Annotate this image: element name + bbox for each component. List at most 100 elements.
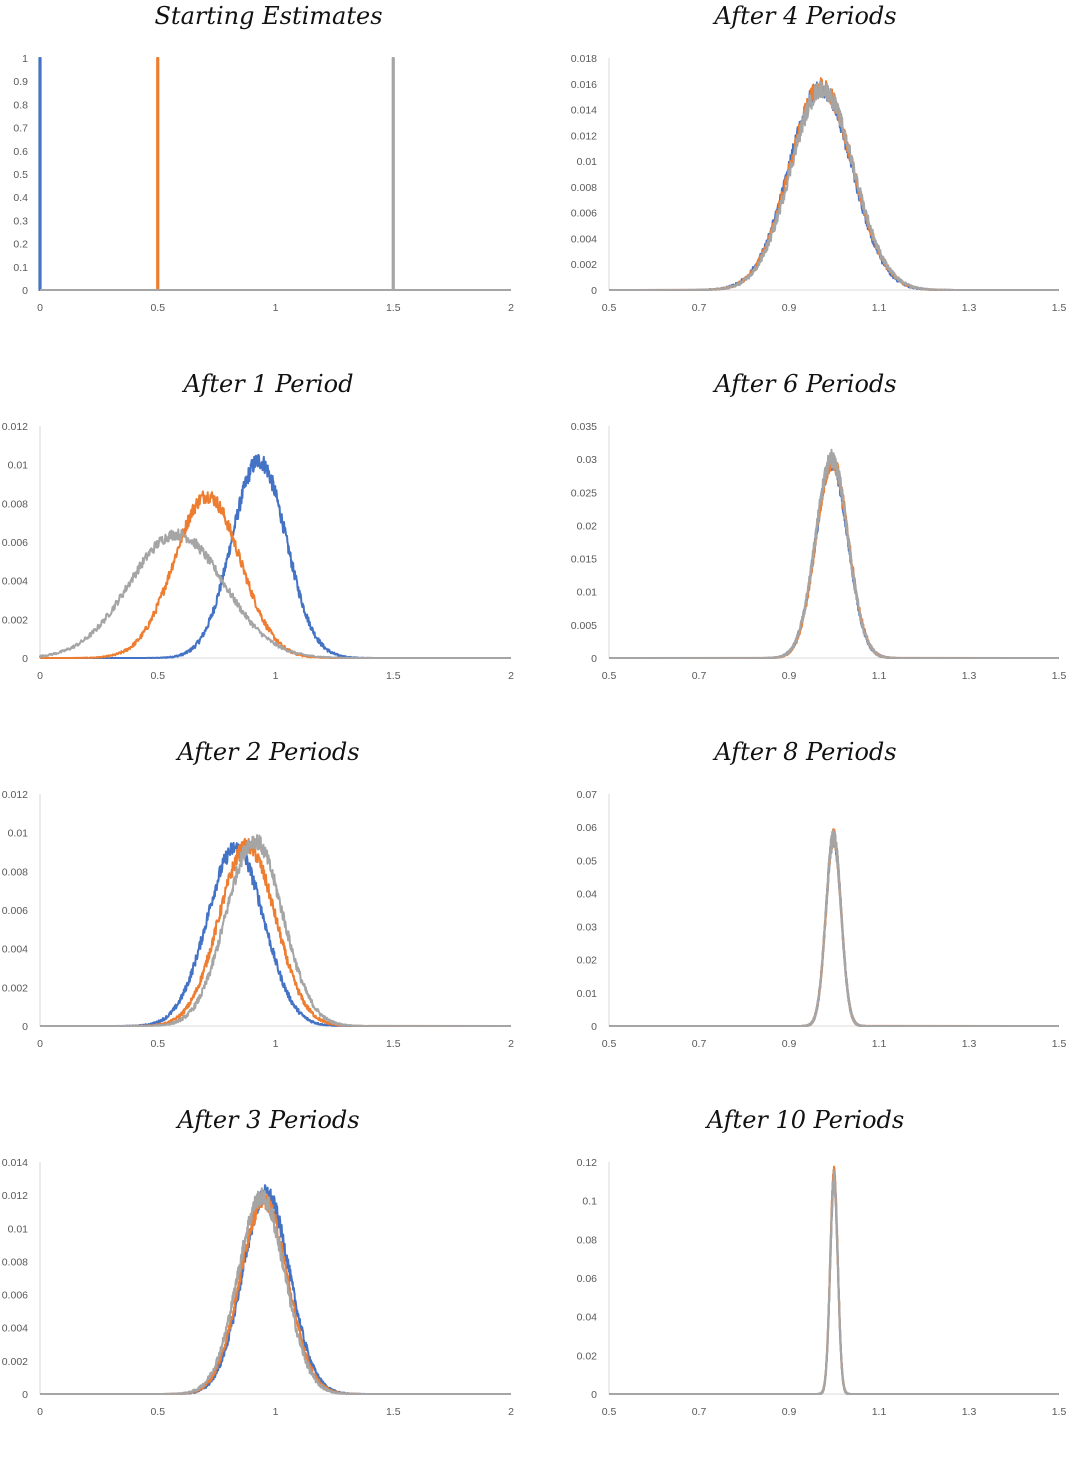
chart-panel-after-4-periods: After 4 Periods 0 0.002 0.004 0.006 0.008 0.0…	[537, 0, 1074, 355]
x-tick-label: 0	[37, 1038, 43, 1050]
y-tick-label: 0	[22, 1389, 28, 1401]
y-tick-label: 0.008	[571, 182, 597, 194]
x-tick-label: 0.5	[602, 1406, 617, 1418]
x-tick-label: 1.3	[962, 302, 977, 314]
series-line-3	[609, 829, 1059, 1027]
x-tick-label: 1.3	[962, 670, 977, 682]
y-tick-label: 0.014	[2, 1157, 28, 1169]
x-tick-label: 1.3	[962, 1406, 977, 1418]
y-tick-label: 0.012	[2, 789, 28, 801]
y-tick-label: 0.08	[577, 1234, 598, 1246]
y-tick-label: 0.06	[577, 822, 598, 834]
x-tick-label: 0	[37, 1406, 43, 1418]
y-tick-label: 0.12	[577, 1157, 598, 1169]
x-tick-label: 0.7	[692, 1038, 707, 1050]
x-tick-label: 1.5	[386, 1406, 401, 1418]
y-tick-label: 0.012	[2, 421, 28, 433]
y-tick-label: 0.025	[571, 487, 597, 499]
series-line-3	[608, 80, 1059, 291]
series-line-3	[608, 448, 1059, 659]
chart-title: After 4 Periods	[714, 2, 897, 30]
y-tick-label: 0.02	[577, 1350, 598, 1362]
series-line-3	[609, 1169, 1059, 1395]
chart-panel-after-3-periods: After 3 Periods 0 0.002 0.004 0.006 0.008 0.0…	[0, 1104, 537, 1459]
chart-panel-after-8-periods: After 8 Periods 0 0.01 0.02 0.03 0.04 0.05 0.0…	[537, 736, 1074, 1091]
x-tick-label: 0.9	[782, 1038, 797, 1050]
x-tick-label: 1.1	[872, 1406, 887, 1418]
y-tick-label: 0.002	[571, 259, 597, 271]
y-tick-label: 0.002	[2, 614, 28, 626]
x-tick-label: 1.5	[386, 1038, 401, 1050]
y-tick-label: 0.008	[2, 1256, 28, 1268]
x-tick-label: 0	[37, 302, 43, 314]
y-tick-label: 0	[22, 653, 28, 665]
x-tick-label: 0.5	[150, 1038, 165, 1050]
x-tick-label: 0.9	[782, 670, 797, 682]
series-line-2	[609, 1165, 1059, 1395]
x-tick-label: 2	[508, 302, 514, 314]
series-line-3	[39, 528, 512, 659]
y-tick-label: 0.02	[577, 520, 598, 532]
y-tick-label: 0.4	[13, 192, 28, 204]
series-line-1	[608, 829, 1059, 1027]
y-tick-label: 0.004	[2, 1323, 28, 1335]
series-line-3	[39, 1187, 511, 1395]
series-line-3	[40, 57, 511, 291]
y-tick-label: 0.03	[577, 922, 598, 934]
chart-title: After 1 Period	[183, 370, 354, 398]
y-tick-label: 0.002	[2, 1356, 28, 1368]
y-tick-label: 0.01	[8, 828, 29, 840]
y-tick-label: 0.8	[13, 99, 28, 111]
y-tick-label: 0.005	[571, 620, 597, 632]
y-tick-label: 0.9	[13, 76, 28, 88]
x-tick-label: 1	[273, 670, 279, 682]
y-tick-label: 0.02	[577, 955, 598, 967]
y-tick-label: 0.006	[2, 537, 28, 549]
figure-grid: Starting Estimates 0 0.1 0.2 0.3 0.4 0.5 0.6 0.…	[0, 0, 1074, 1418]
y-tick-label: 0.002	[2, 982, 28, 994]
chart-plot: 0 0.02 0.04 0.06 0.08 0.1 0.12 0.5 0.7 0.9 1.1 1.3 1…	[577, 1157, 1067, 1418]
y-tick-label: 0.006	[571, 208, 597, 220]
y-tick-label: 0.014	[571, 105, 597, 117]
series-line-1	[38, 57, 511, 291]
series-line-1	[609, 455, 1060, 659]
x-tick-label: 1.1	[872, 1038, 887, 1050]
chart-title: After 3 Periods	[177, 1106, 360, 1134]
series-line-2	[39, 837, 512, 1027]
y-tick-label: 0.04	[577, 888, 598, 900]
y-tick-label: 0.012	[2, 1190, 28, 1202]
y-tick-label: 0.05	[577, 855, 598, 867]
series-line-2	[40, 57, 511, 291]
y-tick-label: 0.008	[2, 866, 28, 878]
y-tick-label: 1	[22, 53, 28, 65]
x-tick-label: 0.5	[150, 302, 165, 314]
chart-title: Starting Estimates	[154, 2, 383, 30]
y-tick-label: 0.7	[13, 123, 28, 135]
x-tick-label: 0.7	[692, 670, 707, 682]
x-tick-label: 1.5	[1052, 670, 1067, 682]
x-tick-label: 1.5	[386, 670, 401, 682]
chart-panel-after-1-period: After 1 Period 0 0.002 0.004 0.006 0.008 0.01…	[0, 368, 537, 723]
x-tick-label: 1.1	[872, 670, 887, 682]
chart-plot: 0 0.1 0.2 0.3 0.4 0.5 0.6 0.7 0.8 0.9 1 0 0.5 1 1.5 2	[13, 53, 514, 314]
series-line-2	[40, 490, 511, 659]
y-tick-label: 0.03	[577, 454, 598, 466]
y-tick-label: 0.006	[2, 905, 28, 917]
x-tick-label: 2	[508, 670, 514, 682]
y-tick-label: 0.035	[571, 421, 597, 433]
chart-plot: 0 0.002 0.004 0.006 0.008 0.01 0.012 0 0.5 1 1.5 2	[2, 789, 514, 1050]
y-tick-label: 0.01	[577, 988, 598, 1000]
x-tick-label: 0.9	[782, 1406, 797, 1418]
y-tick-label: 0.04	[577, 1312, 598, 1324]
x-tick-label: 0	[37, 670, 43, 682]
chart-title: After 2 Periods	[177, 738, 360, 766]
x-tick-label: 1	[273, 1038, 279, 1050]
y-tick-label: 0.012	[571, 130, 597, 142]
x-tick-label: 1	[273, 302, 279, 314]
series-line-1	[608, 80, 1059, 291]
y-tick-label: 0	[591, 1021, 597, 1033]
series-line-1	[40, 841, 511, 1027]
x-tick-label: 1.5	[1052, 302, 1067, 314]
x-tick-label: 0.5	[150, 670, 165, 682]
y-tick-label: 0.2	[13, 239, 28, 251]
